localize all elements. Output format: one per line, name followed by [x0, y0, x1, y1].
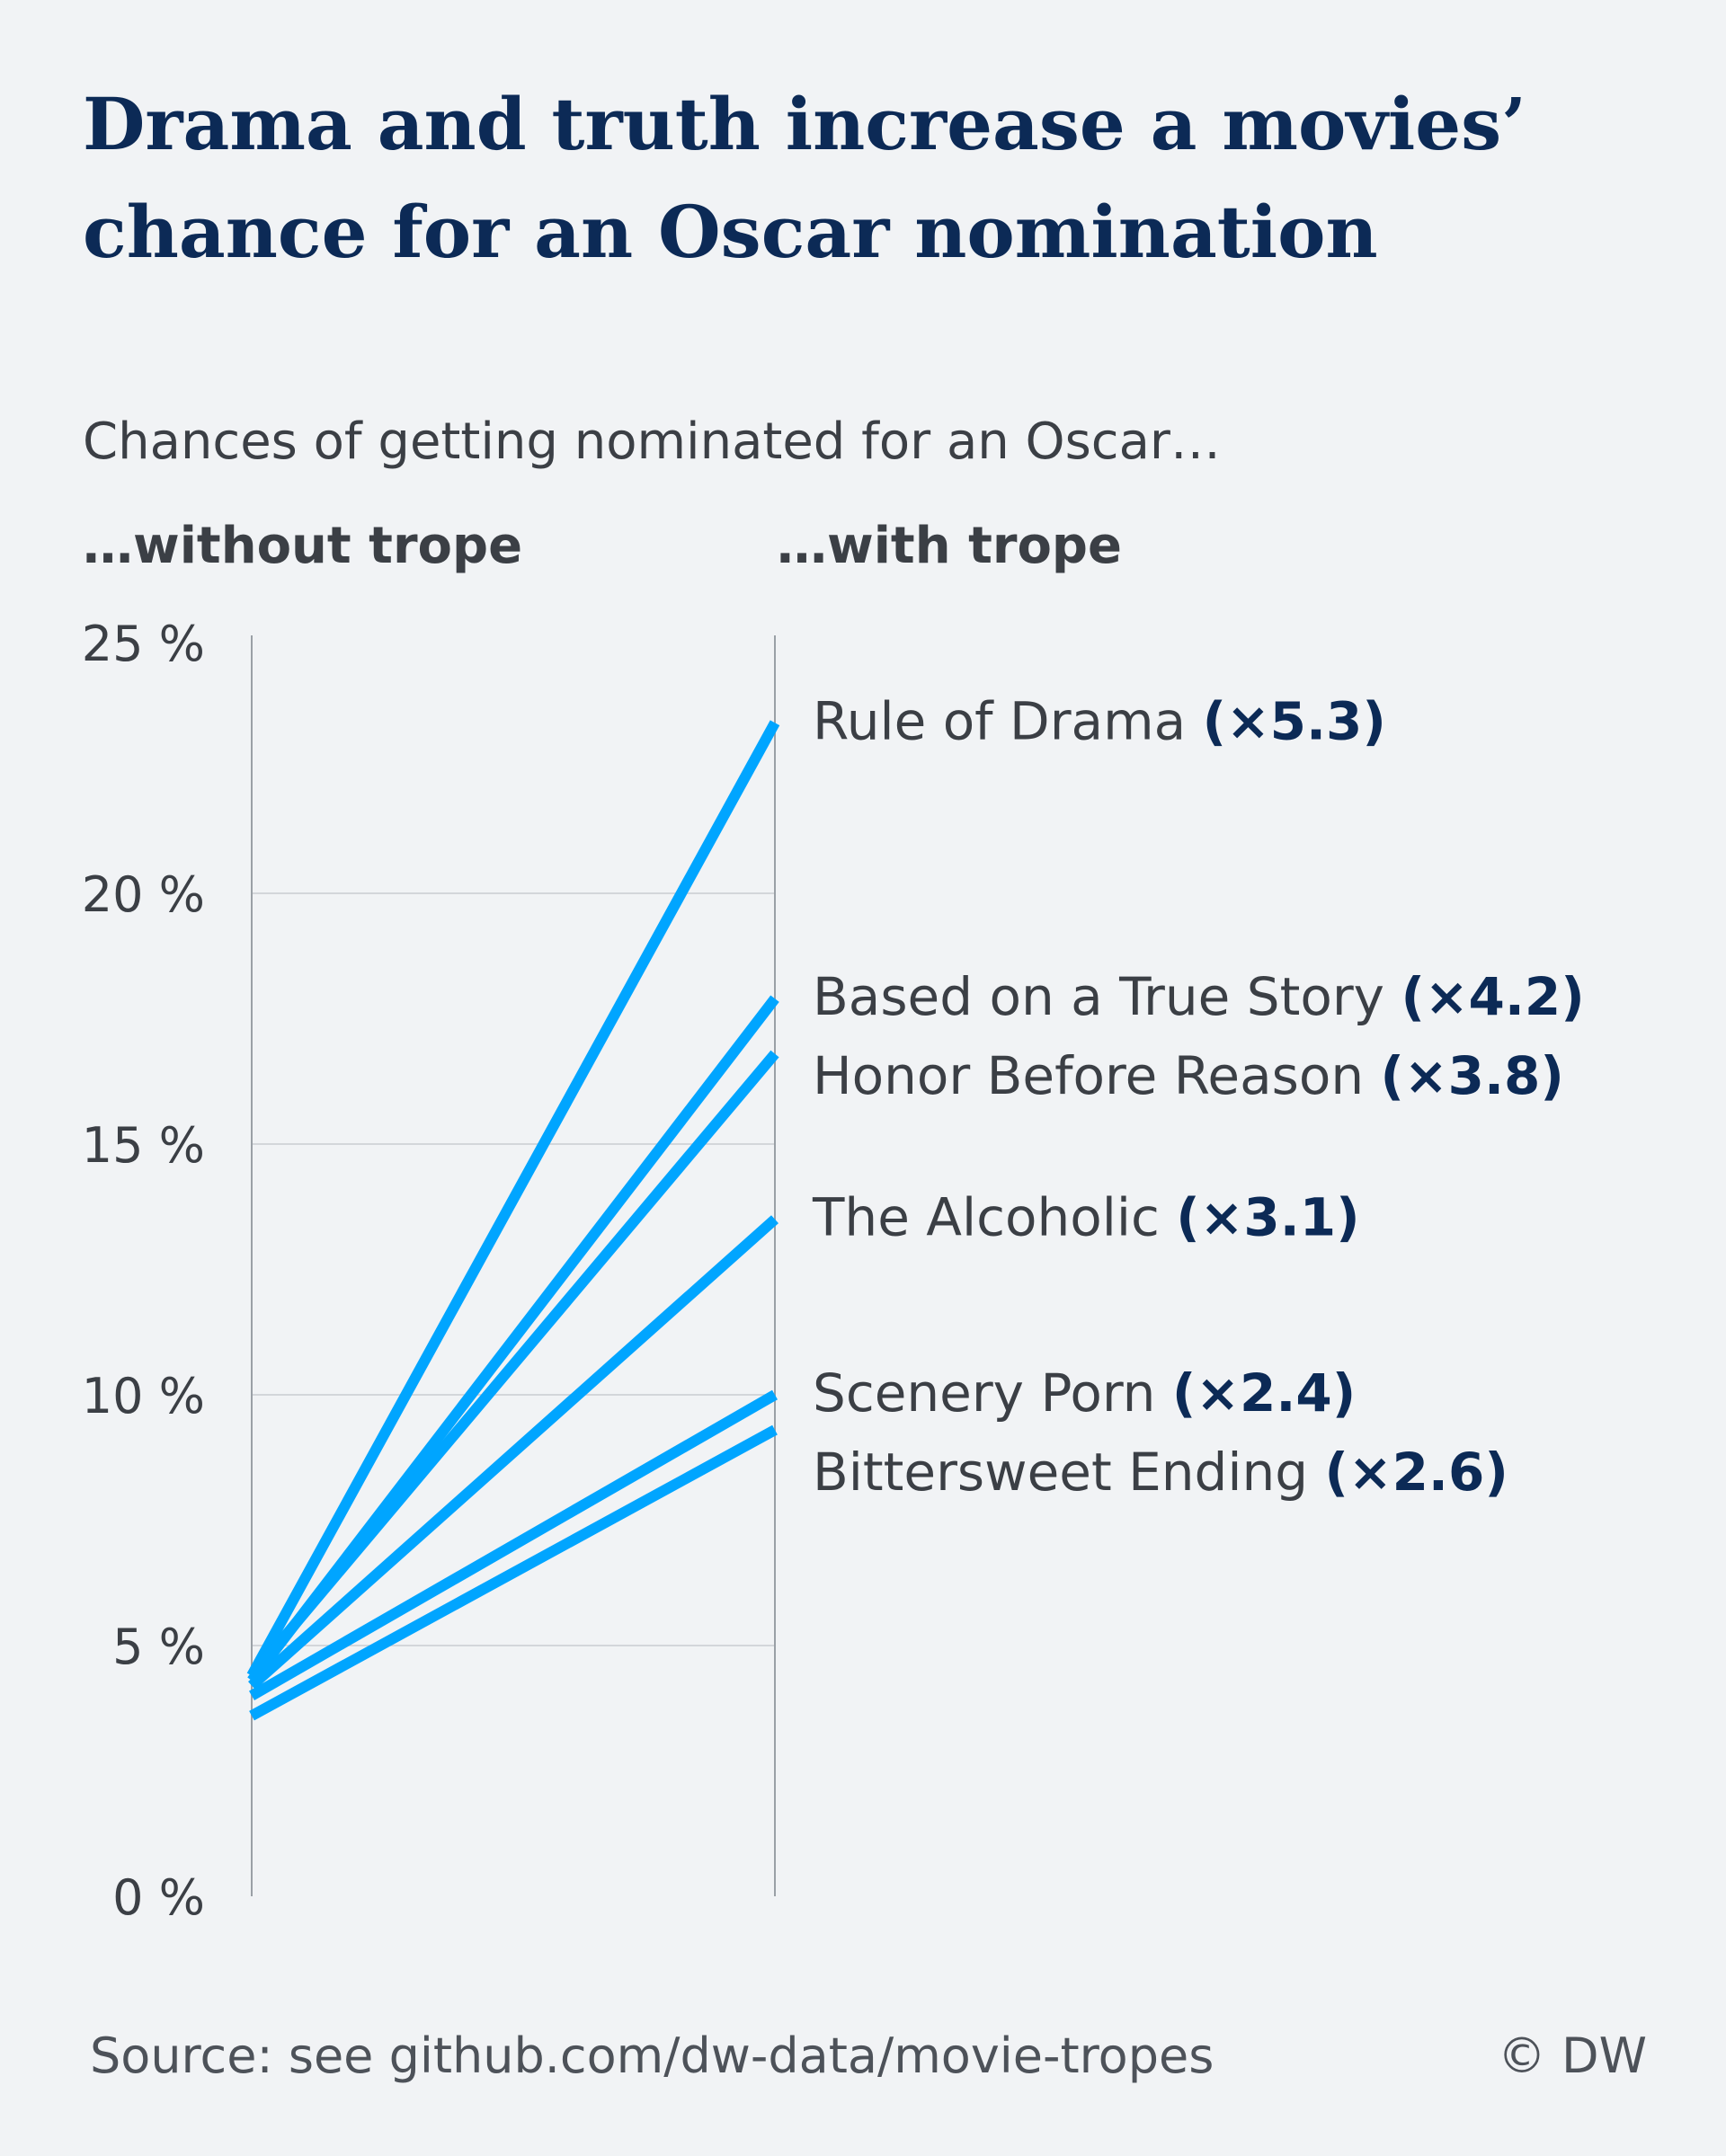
y-tick-label: 0 % — [112, 1869, 205, 1926]
chart-title: Drama and truth increase a movies’ chanc… — [83, 82, 1527, 274]
series-name: Scenery Porn — [813, 1362, 1172, 1424]
series-line — [247, 1050, 779, 1680]
column-header-without-trope: …without trope — [83, 517, 523, 575]
series-factor: (×5.3) — [1203, 690, 1386, 751]
series-name: Bittersweet Ending — [813, 1442, 1324, 1503]
series-label: Scenery Porn (×2.4) — [813, 1362, 1356, 1424]
series-label: Bittersweet Ending (×2.6) — [813, 1442, 1508, 1503]
series-label: Honor Before Reason (×3.8) — [813, 1045, 1564, 1106]
series-name: Rule of Drama — [813, 690, 1203, 751]
chart-subtitle: Chances of getting nominated for an Osca… — [83, 413, 1221, 471]
series-factor: (×3.1) — [1176, 1187, 1359, 1248]
y-tick-label: 20 % — [82, 866, 205, 923]
series-factor: (×4.2) — [1401, 966, 1584, 1027]
series-factor: (×3.8) — [1381, 1045, 1564, 1106]
series-label: Rule of Drama (×5.3) — [813, 690, 1386, 751]
source-note: Source: see github.com/dw-data/movie-tro… — [90, 2027, 1214, 2084]
series-factor: (×2.6) — [1324, 1442, 1508, 1503]
grid-lines — [252, 892, 775, 1646]
y-tick-label: 15 % — [82, 1117, 205, 1174]
column-header-with-trope: …with trope — [777, 517, 1122, 575]
series-line — [248, 1215, 778, 1690]
series-lines — [246, 720, 780, 1721]
series-line — [246, 720, 780, 1679]
axes — [251, 635, 776, 1896]
series-name: Based on a True Story — [813, 966, 1401, 1027]
series-factor: (×2.4) — [1172, 1362, 1356, 1424]
series-label: Based on a True Story (×4.2) — [813, 966, 1585, 1027]
series-line — [249, 1424, 778, 1721]
y-tick-label: 25 % — [82, 616, 205, 672]
series-label: The Alcoholic (×3.1) — [812, 1187, 1360, 1248]
y-tick-label: 10 % — [82, 1368, 205, 1424]
series-labels: Rule of Drama (×5.3) Based on a True Stor… — [812, 690, 1585, 1503]
y-tick-label: 5 % — [112, 1619, 205, 1675]
copyright-credit: © DW — [1497, 2027, 1647, 2084]
series-name: The Alcoholic — [812, 1187, 1176, 1248]
y-axis-ticks: 0 % 5 % 10 % 15 % 20 % 25 % — [82, 616, 205, 1926]
series-name: Honor Before Reason — [813, 1045, 1381, 1106]
series-line — [249, 1389, 778, 1701]
